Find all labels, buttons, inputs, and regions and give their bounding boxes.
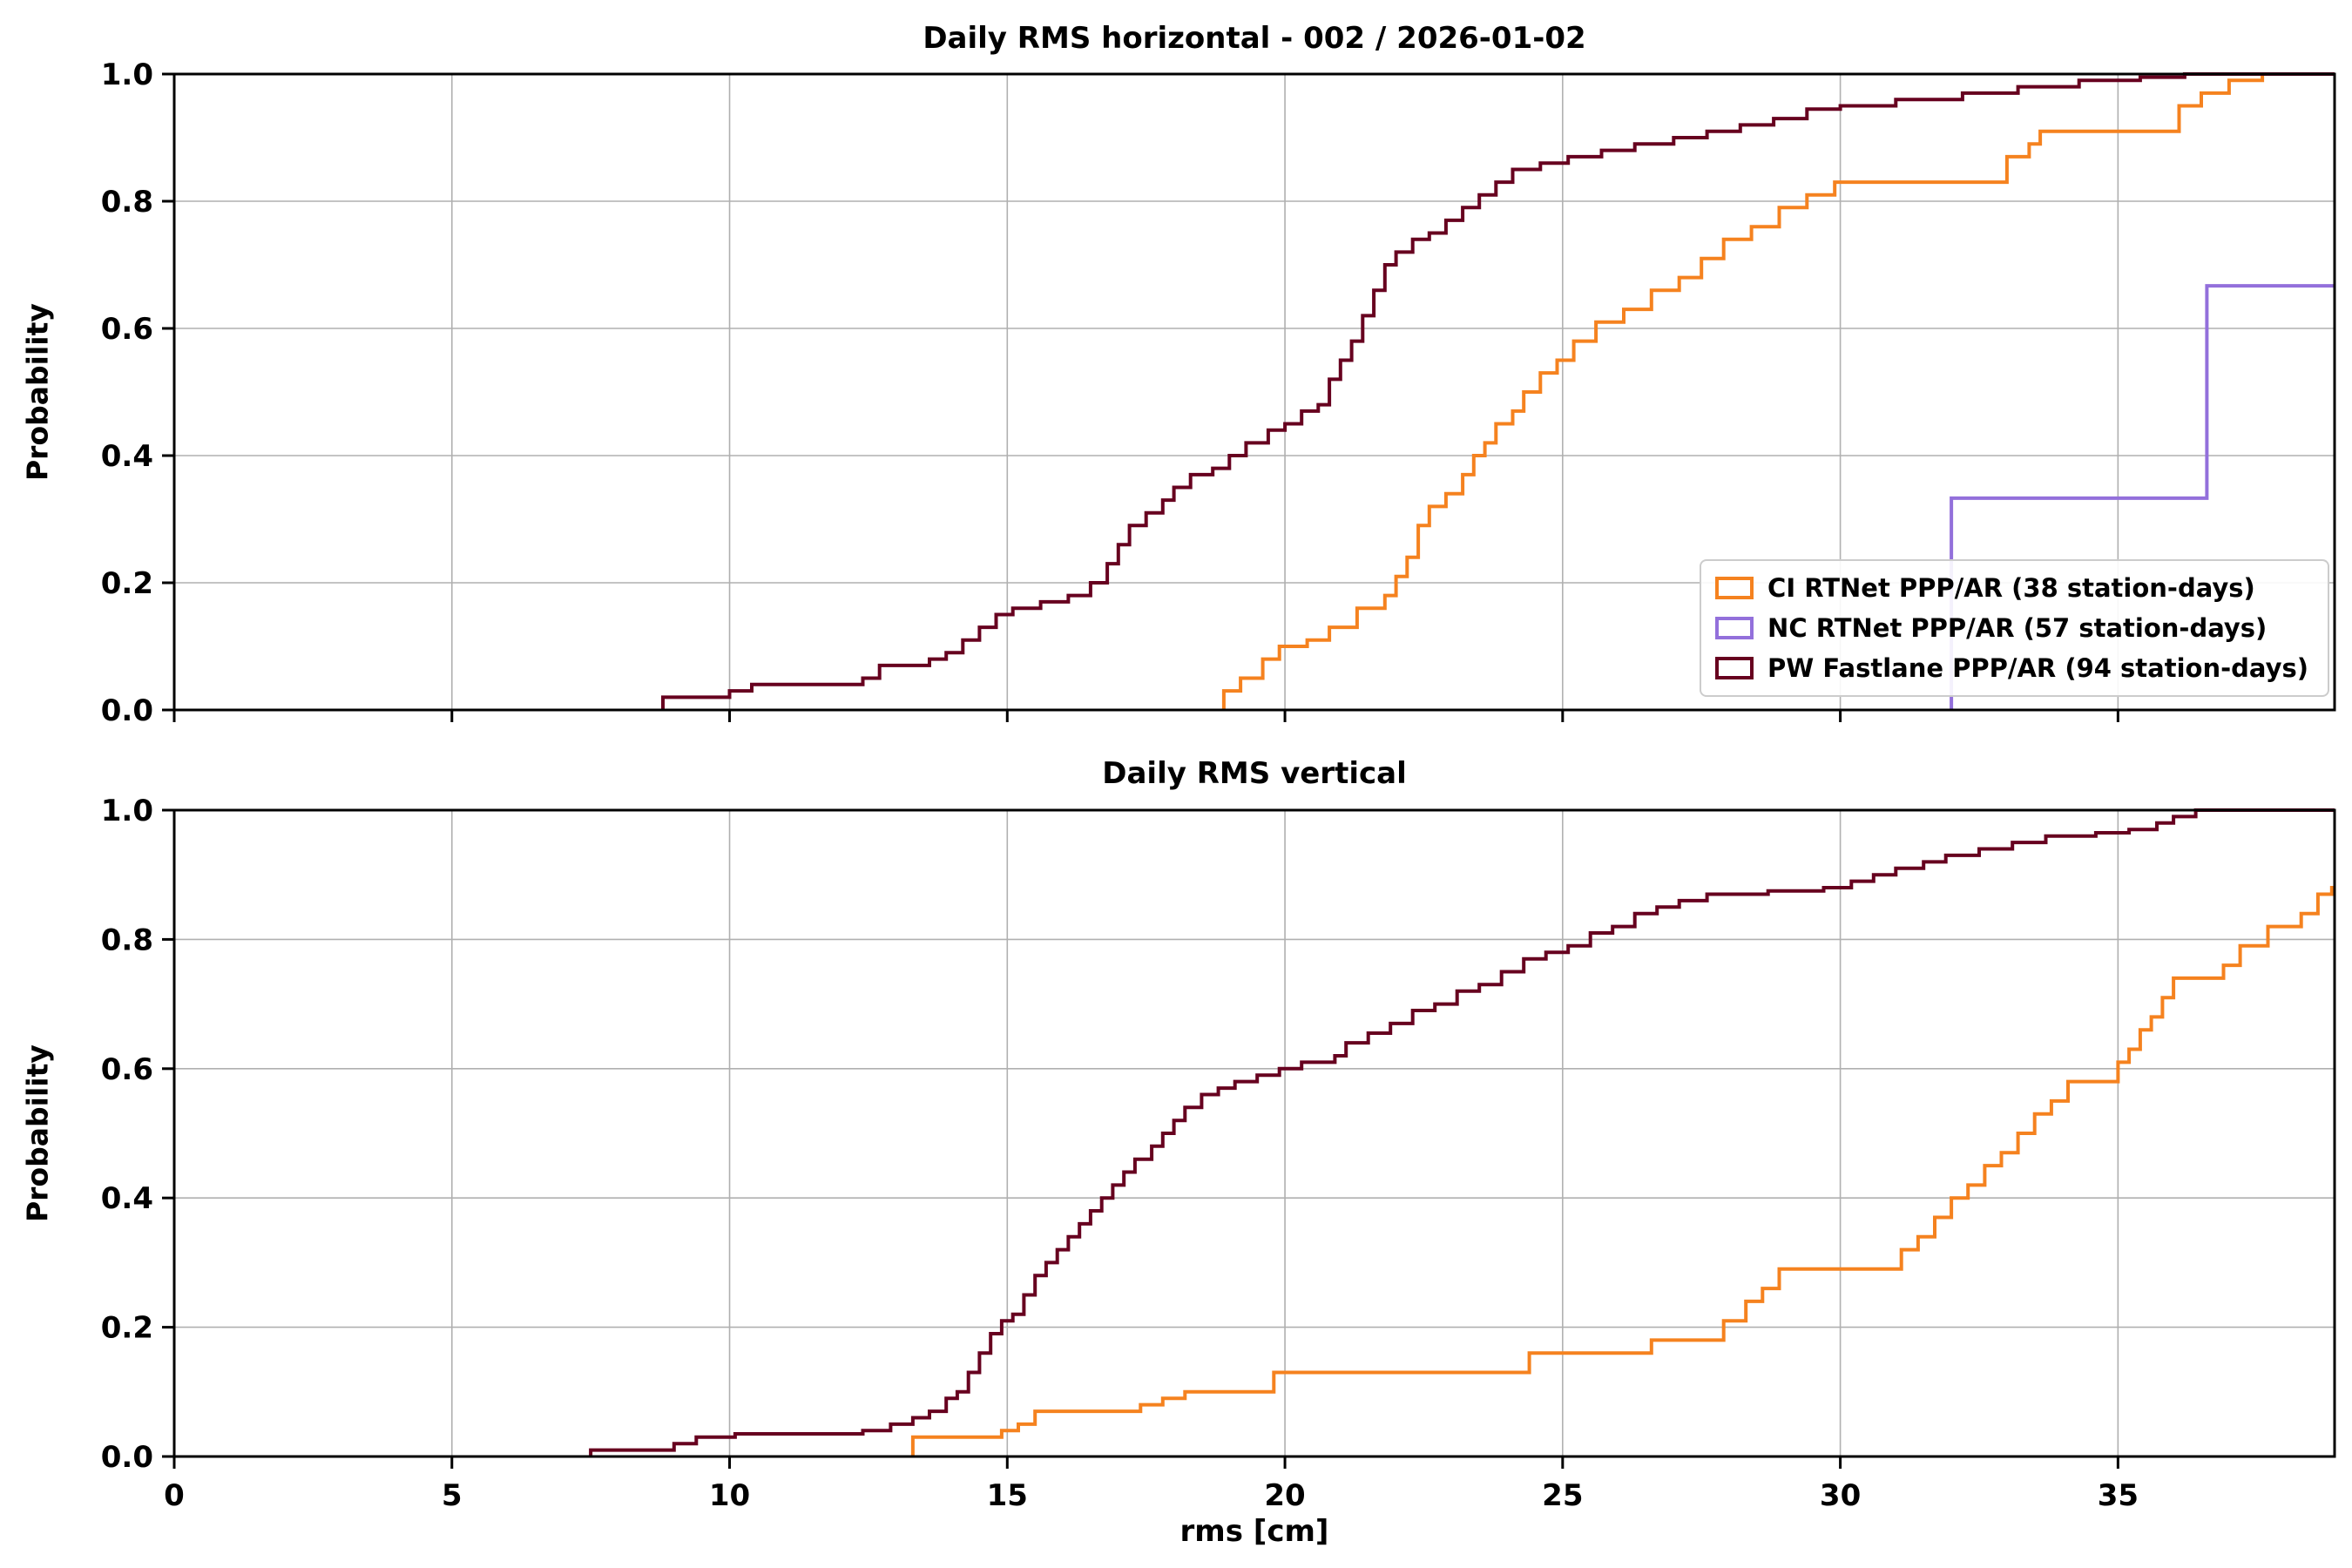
legend-label-ci: CI RTNet PPP/AR (38 station-days) xyxy=(1767,573,2255,603)
legend-item-ci: CI RTNet PPP/AR (38 station-days) xyxy=(1715,573,2308,603)
legend-item-pw: PW Fastlane PPP/AR (94 station-days) xyxy=(1715,653,2308,683)
svg-text:1.0: 1.0 xyxy=(101,57,153,92)
svg-text:0.2: 0.2 xyxy=(101,1311,153,1346)
legend-item-nc: NC RTNet PPP/AR (57 station-days) xyxy=(1715,613,2308,643)
x-axis-label: rms [cm] xyxy=(1179,1514,1329,1549)
top-chart-title: Daily RMS horizontal - 002 / 2026-01-02 xyxy=(923,21,1586,56)
svg-text:0.8: 0.8 xyxy=(101,185,153,220)
svg-text:0.6: 0.6 xyxy=(101,1052,153,1087)
svg-text:0: 0 xyxy=(164,1478,185,1513)
bottom-chart-title: Daily RMS vertical xyxy=(1102,756,1407,791)
svg-text:20: 20 xyxy=(1264,1478,1305,1513)
svg-text:10: 10 xyxy=(709,1478,750,1513)
legend-label-nc: NC RTNet PPP/AR (57 station-days) xyxy=(1767,613,2268,643)
svg-text:5: 5 xyxy=(442,1478,463,1513)
svg-text:0.6: 0.6 xyxy=(101,312,153,347)
svg-text:0.2: 0.2 xyxy=(101,566,153,601)
svg-text:1.0: 1.0 xyxy=(101,794,153,828)
svg-text:35: 35 xyxy=(2098,1478,2139,1513)
svg-text:25: 25 xyxy=(1542,1478,1583,1513)
legend-label-pw: PW Fastlane PPP/AR (94 station-days) xyxy=(1767,653,2308,683)
svg-text:0.8: 0.8 xyxy=(101,923,153,957)
svg-text:0.0: 0.0 xyxy=(101,1440,153,1475)
svg-text:15: 15 xyxy=(987,1478,1028,1513)
bottom-y-axis-label: Probability xyxy=(20,1044,55,1222)
legend-swatch-ci-icon xyxy=(1715,577,1754,599)
legend-swatch-pw-icon xyxy=(1715,657,1754,679)
svg-text:0.4: 0.4 xyxy=(101,1181,153,1216)
legend-swatch-nc-icon xyxy=(1715,617,1754,639)
svg-text:0.4: 0.4 xyxy=(101,439,153,474)
svg-text:30: 30 xyxy=(1820,1478,1861,1513)
top-y-axis-label: Probability xyxy=(20,303,55,481)
svg-text:0.0: 0.0 xyxy=(101,693,153,728)
legend: CI RTNet PPP/AR (38 station-days) NC RTN… xyxy=(1700,559,2329,697)
